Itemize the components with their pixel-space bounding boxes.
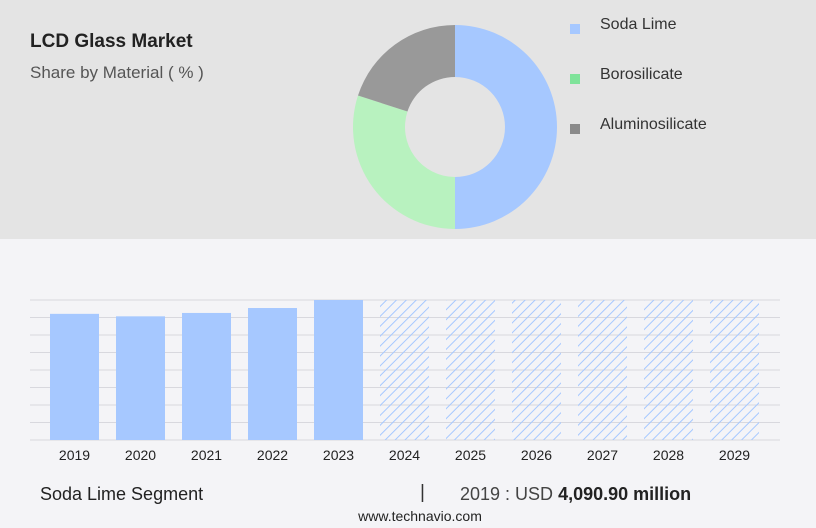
- bar-2021: [182, 312, 231, 440]
- bar-chart: 2019 2020 2021 2022 2023 2024 2025 2026 2027 2028…: [30, 299, 780, 463]
- bar-2023: [314, 300, 363, 440]
- x-tick-label: 2022: [257, 447, 288, 463]
- x-tick-label: 2023: [323, 447, 354, 463]
- segment-label: Soda Lime Segment: [40, 484, 204, 504]
- bar-2020: [116, 316, 165, 440]
- chart-subtitle: Share by Material ( % ): [30, 63, 204, 82]
- donut-slice-aluminosilicate: [357, 25, 455, 112]
- legend-label: Borosilicate: [600, 66, 683, 83]
- x-tick-label: 2028: [653, 447, 684, 463]
- bar-2025: [446, 300, 495, 440]
- donut-slice-borosilicate: [353, 95, 455, 229]
- donut-chart: [353, 25, 557, 229]
- bar-2019: [50, 313, 99, 440]
- bar-2028: [644, 300, 693, 440]
- legend-swatch: [570, 24, 580, 34]
- legend-swatch: [570, 74, 580, 84]
- x-tick-label: 2021: [191, 447, 222, 463]
- bar-2026: [512, 300, 561, 440]
- donut-slice-soda-lime: [455, 25, 557, 229]
- legend-label: Soda Lime: [600, 16, 677, 33]
- bar-2022: [248, 308, 297, 440]
- x-tick-label: 2027: [587, 447, 618, 463]
- bar-2024: [380, 300, 429, 440]
- bar-2027: [578, 300, 627, 440]
- chart-title: LCD Glass Market: [30, 31, 193, 52]
- x-tick-label: 2025: [455, 447, 486, 463]
- x-tick-label: 2029: [719, 447, 750, 463]
- x-tick-label: 2019: [59, 447, 90, 463]
- source-url: www.technavio.com: [358, 508, 482, 524]
- x-tick-label: 2026: [521, 447, 552, 463]
- segment-year-label: 2019 : USD: [460, 484, 554, 504]
- footer-separator: |: [420, 482, 425, 503]
- x-tick-label: 2024: [389, 447, 420, 463]
- segment-value-amount: 4,090.90 million: [558, 484, 692, 504]
- legend-swatch: [570, 124, 580, 134]
- x-tick-label: 2020: [125, 447, 156, 463]
- bar-2029: [710, 300, 759, 440]
- legend-label: Aluminosilicate: [600, 116, 707, 133]
- segment-value: 2019 : USD 4,090.90 million: [460, 484, 691, 505]
